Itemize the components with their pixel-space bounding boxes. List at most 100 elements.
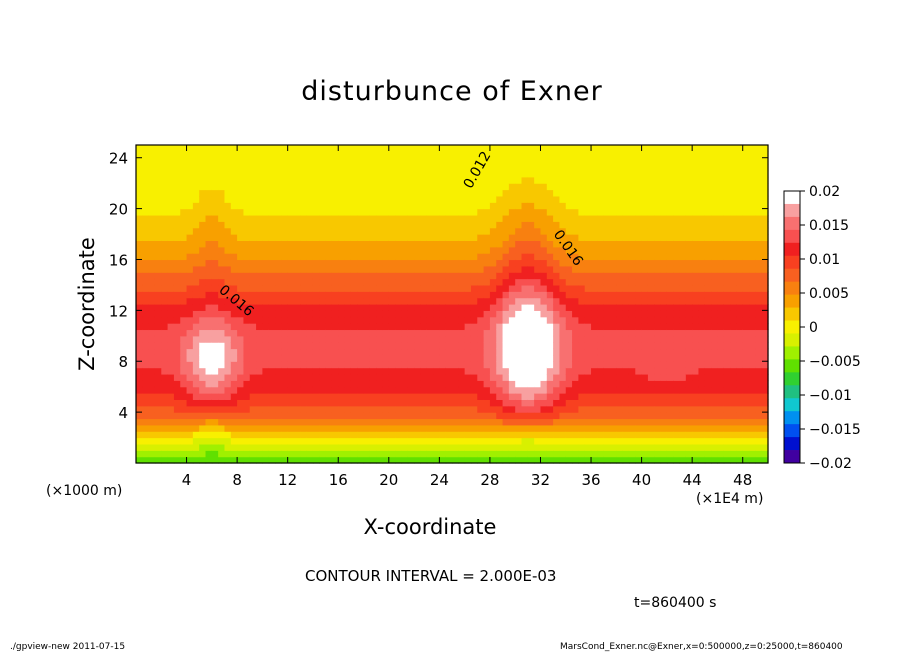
contour-cell — [350, 253, 358, 261]
contour-cell — [344, 380, 352, 388]
contour-cell — [679, 291, 687, 299]
contour-cell — [458, 405, 466, 413]
contour-cell — [742, 151, 750, 159]
contour-cell — [439, 253, 447, 261]
contour-cell — [294, 418, 301, 426]
contour-cell — [407, 380, 415, 388]
contour-cell — [685, 443, 693, 451]
contour-cell — [211, 361, 219, 369]
contour-cell — [502, 348, 510, 356]
contour-cell — [243, 234, 251, 241]
contour-cell — [344, 443, 352, 451]
contour-cell — [704, 323, 712, 331]
contour-cell — [717, 386, 725, 394]
contour-cell — [603, 145, 611, 152]
contour-cell — [635, 176, 643, 184]
contour-cell — [584, 240, 592, 248]
contour-cell — [199, 354, 207, 362]
contour-cell — [559, 329, 567, 337]
contour-cell — [186, 367, 194, 375]
contour-cell — [584, 323, 592, 331]
contour-cell — [515, 399, 523, 407]
contour-cell — [230, 335, 238, 343]
contour-cell — [628, 361, 636, 369]
contour-cell — [268, 418, 276, 426]
contour-cell — [673, 323, 681, 331]
contour-cell — [527, 450, 535, 458]
contour-cell — [433, 234, 440, 241]
contour-cell — [211, 234, 219, 241]
contour-cell — [666, 259, 674, 267]
contour-cell — [281, 450, 289, 458]
contour-cell — [603, 151, 611, 159]
contour-cell — [281, 253, 289, 261]
contour-cell — [154, 323, 162, 331]
contour-cell — [477, 208, 485, 216]
contour-cell — [319, 259, 327, 267]
contour-cell — [445, 145, 453, 152]
contour-cell — [136, 348, 143, 356]
contour-cell — [388, 367, 396, 375]
contour-cell — [635, 297, 643, 305]
contour-cell — [205, 431, 213, 439]
contour-cell — [167, 405, 175, 413]
contour-cell — [350, 354, 358, 362]
contour-cell — [344, 272, 352, 280]
contour-cell — [414, 456, 421, 464]
contour-cell — [439, 373, 447, 381]
contour-cell — [692, 316, 700, 324]
contour-cell — [331, 310, 339, 318]
contour-cell — [553, 310, 561, 318]
contour-cell — [622, 367, 630, 375]
contour-cell — [755, 437, 763, 445]
contour-cell — [717, 310, 725, 318]
contour-cell — [414, 253, 421, 261]
contour-cell — [306, 246, 314, 254]
contour-cell — [407, 418, 415, 426]
contour-cell — [641, 399, 649, 407]
contour-cell — [666, 437, 674, 445]
contour-cell — [464, 272, 472, 280]
contour-cell — [692, 221, 700, 229]
contour-cell — [192, 221, 200, 229]
contour-cell — [666, 348, 674, 356]
contour-cell — [319, 208, 327, 216]
contour-cell — [344, 176, 352, 184]
contour-cell — [711, 399, 719, 407]
contour-cell — [603, 335, 611, 343]
contour-cell — [237, 450, 245, 458]
contour-cell — [578, 291, 586, 299]
contour-cell — [647, 304, 655, 311]
contour-cell — [382, 443, 390, 451]
contour-cell — [477, 310, 485, 318]
contour-cell — [527, 386, 535, 394]
contour-cell — [610, 418, 617, 426]
contour-cell — [736, 399, 744, 407]
contour-cell — [584, 297, 592, 305]
contour-cell — [647, 329, 655, 337]
contour-cell — [237, 437, 245, 445]
contour-cell — [331, 367, 339, 375]
contour-cell — [641, 380, 649, 388]
contour-cell — [692, 418, 700, 426]
contour-cell — [572, 354, 579, 362]
contour-cell — [357, 208, 365, 216]
contour-cell — [224, 367, 232, 375]
contour-cell — [711, 183, 719, 191]
contour-cell — [401, 450, 409, 458]
contour-cell — [673, 380, 681, 388]
contour-cell — [546, 373, 554, 381]
contour-cell — [154, 189, 162, 197]
contour-cell — [407, 342, 415, 350]
contour-cell — [496, 183, 504, 191]
contour-cell — [325, 323, 333, 331]
contour-cell — [692, 170, 700, 178]
contour-cell — [262, 208, 270, 216]
contour-cell — [319, 405, 327, 413]
contour-cell — [426, 291, 434, 299]
contour-cell — [477, 145, 485, 152]
contour-cell — [376, 151, 384, 159]
contour-cell — [401, 367, 409, 375]
contour-cell — [256, 246, 263, 254]
contour-cell — [331, 297, 339, 305]
